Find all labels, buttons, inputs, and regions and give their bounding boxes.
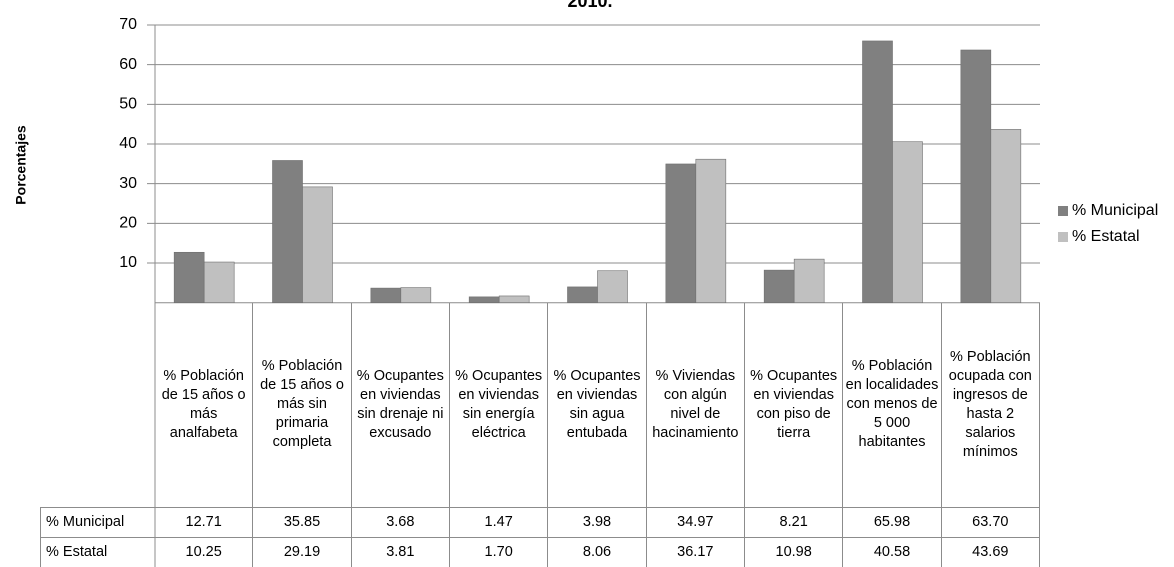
table-value: 8.06 xyxy=(548,537,647,567)
table-value: 1.47 xyxy=(450,507,549,537)
bar xyxy=(665,163,697,303)
x-tick-label: % Población en localidades con menos de … xyxy=(843,302,942,507)
table-value: 1.70 xyxy=(450,537,549,567)
table-value: 3.81 xyxy=(351,537,450,567)
y-tick-label: 70 xyxy=(119,16,137,33)
y-tick-label: 60 xyxy=(119,56,137,73)
bar xyxy=(960,49,992,304)
bar xyxy=(302,186,333,303)
table-value: 35.85 xyxy=(253,507,352,537)
x-tick-label: % Población ocupada con ingresos de hast… xyxy=(942,302,1040,507)
bar xyxy=(567,286,598,303)
table-value: 10.25 xyxy=(155,537,254,567)
table-value: 63.70 xyxy=(941,507,1040,537)
y-tick-label: 20 xyxy=(119,215,137,232)
bar xyxy=(695,158,727,304)
table-value: 65.98 xyxy=(843,507,942,537)
y-tick-label: 40 xyxy=(119,135,137,152)
bar xyxy=(793,258,825,304)
bar xyxy=(370,287,402,304)
legend-label: % Municipal xyxy=(1072,202,1158,219)
table-value: 3.68 xyxy=(351,507,450,537)
x-tick-label: % Población de 15 años o más sin primari… xyxy=(253,302,352,507)
chart-title: 2010. xyxy=(567,0,612,11)
table-row-header: % Municipal xyxy=(40,507,155,537)
x-tick-label: % Ocupantes en viviendas con piso de tie… xyxy=(745,302,844,507)
bar xyxy=(597,270,628,303)
bar xyxy=(203,261,235,303)
table-value: 43.69 xyxy=(941,537,1040,567)
bar xyxy=(400,287,432,303)
bar xyxy=(763,269,795,304)
y-tick-label: 30 xyxy=(119,175,137,192)
table-value: 29.19 xyxy=(253,537,352,567)
table-value: 40.58 xyxy=(843,537,942,567)
x-tick-label: % Población de 15 años o más analfabeta xyxy=(155,302,254,507)
bar xyxy=(173,251,205,304)
table-value: 8.21 xyxy=(745,507,844,537)
bar xyxy=(498,295,530,304)
bar xyxy=(892,141,923,304)
y-axis-label: Porcentajes xyxy=(13,125,29,205)
x-tick-label: % Ocupantes en viviendas sin energía elé… xyxy=(450,302,549,507)
table-value: 3.98 xyxy=(548,507,647,537)
x-tick-label: % Viviendas con algún nivel de hacinamie… xyxy=(647,302,745,507)
table-value: 34.97 xyxy=(646,507,745,537)
table-value: 12.71 xyxy=(155,507,254,537)
y-tick-label: 50 xyxy=(119,96,137,113)
legend-swatch xyxy=(1058,206,1068,216)
bar xyxy=(272,160,303,304)
legend-label: % Estatal xyxy=(1072,228,1140,245)
table-row-header: % Estatal xyxy=(40,537,155,567)
y-tick-label: 10 xyxy=(119,254,137,271)
x-tick-label: % Ocupantes en viviendas sin agua entuba… xyxy=(548,302,647,507)
table-value: 36.17 xyxy=(646,537,745,567)
x-tick-label: % Ocupantes en viviendas sin drenaje ni … xyxy=(352,302,450,507)
legend-swatch xyxy=(1058,232,1068,242)
bar xyxy=(990,129,1022,304)
table-value: 10.98 xyxy=(745,537,844,567)
bar xyxy=(862,40,893,303)
